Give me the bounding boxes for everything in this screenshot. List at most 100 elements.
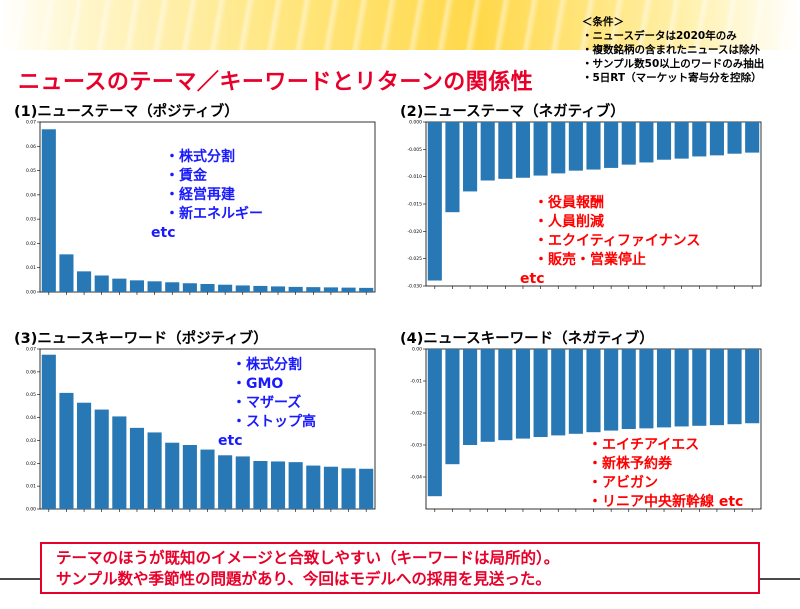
y-tick-label: 0.07 xyxy=(26,120,36,126)
keyword-item: ・リニア中央新幹線 etc xyxy=(588,494,744,510)
y-tick-label: 0.01 xyxy=(26,265,36,271)
bar xyxy=(94,409,109,509)
keywords-theme-positive: ・株式分割 ・賃金 ・経営再建 ・新エネルギー etc xyxy=(151,148,263,243)
bar xyxy=(59,392,74,509)
conditions-item: ・ニュースデータは2020年のみ xyxy=(582,30,737,42)
y-tick-label: -0.030 xyxy=(407,284,422,290)
bar xyxy=(639,349,654,429)
footer-divider xyxy=(760,578,800,580)
bar xyxy=(182,445,197,509)
keyword-item: ・株式分割 xyxy=(165,149,235,165)
panel-title-theme-negative: (2)ニューステーマ（ネガティブ） xyxy=(400,104,625,120)
bar xyxy=(235,285,250,292)
bar xyxy=(515,349,531,439)
bar xyxy=(359,468,374,509)
bar xyxy=(727,349,742,425)
bar xyxy=(129,280,145,292)
bar xyxy=(41,354,56,509)
bar xyxy=(77,402,92,509)
panel-title-keyword-positive: (3)ニュースキーワード（ポジティブ） xyxy=(14,331,268,347)
bar xyxy=(709,349,724,426)
keyword-item: ・新エネルギー xyxy=(165,206,263,222)
y-tick-label: -0.010 xyxy=(407,174,422,180)
chart-theme-negative: 0.000 -0.005 -0.010 -0.015 -0.020 -0.025 -0.03… xyxy=(407,120,762,290)
keyword-etc: etc xyxy=(218,433,243,449)
bar xyxy=(253,285,268,292)
bar xyxy=(288,286,303,292)
keywords-theme-negative: ・役員報酬 ・人員削減 ・エクイティファイナンス ・販売・営業停止 etc xyxy=(520,194,700,289)
panel-title-theme-positive: (1)ニューステーマ（ポジティブ） xyxy=(14,104,239,120)
bar xyxy=(112,416,127,509)
chart-theme-positive: 0.00 0.01 0.02 0.03 0.04 0.05 0.06 0.07 xyxy=(26,120,376,296)
bar xyxy=(147,432,162,509)
conditions-heading: ＜条件＞ xyxy=(582,16,624,28)
keyword-item: ・株式分割 xyxy=(232,357,302,373)
y-tick-label: 0.03 xyxy=(26,438,36,444)
bar xyxy=(498,349,513,441)
y-tick-label: 0.01 xyxy=(26,484,36,490)
bar xyxy=(306,465,321,509)
y-tick-label: 0.07 xyxy=(26,347,36,353)
keyword-item: ・役員報酬 xyxy=(534,195,604,211)
bar xyxy=(656,349,672,428)
bar xyxy=(692,349,707,426)
y-tick-label: 0.00 xyxy=(26,290,36,296)
bar xyxy=(77,271,92,292)
keyword-item: ・アビガン xyxy=(588,475,658,491)
keyword-item: ・新株予約券 xyxy=(588,456,672,472)
keywords-keyword-positive: ・株式分割 ・GMO ・マザーズ ・ストップ高 etc xyxy=(218,356,316,451)
conditions-item: ・複数銘柄の含まれたニュースは除外 xyxy=(582,44,760,56)
bar xyxy=(270,286,286,292)
keyword-item: ・販売・営業停止 xyxy=(534,252,646,268)
bar xyxy=(165,282,180,292)
bar xyxy=(200,449,215,509)
y-tick-label: -0.04 xyxy=(410,475,422,481)
bar xyxy=(288,462,303,509)
bar xyxy=(551,122,566,174)
bar xyxy=(621,349,636,429)
y-tick-label: 0.00 xyxy=(26,507,36,513)
bar xyxy=(41,129,56,292)
panel-title-keyword-negative: (4)ニュースキーワード（ネガティブ） xyxy=(400,331,654,347)
conditions-item: ・5日RT（マーケット寄与分を控除） xyxy=(582,72,762,84)
bar xyxy=(94,275,109,292)
bar xyxy=(621,122,636,165)
bar xyxy=(463,349,478,445)
y-tick-label: -0.020 xyxy=(407,229,422,235)
bar xyxy=(480,122,495,181)
y-tick-label: 0.000 xyxy=(409,120,422,126)
bar xyxy=(270,461,286,509)
bar xyxy=(218,284,233,292)
bar xyxy=(323,466,338,509)
y-tick-label: -0.02 xyxy=(410,411,422,417)
bar xyxy=(218,455,233,509)
bar xyxy=(323,287,338,292)
summary-box: テーマのほうが既知のイメージと合致しやすい（キーワードは局所的）。 サンプル数や… xyxy=(40,542,760,594)
bar xyxy=(463,122,478,192)
summary-line: テーマのほうが既知のイメージと合致しやすい（キーワードは局所的）。 xyxy=(56,549,560,567)
bar xyxy=(182,283,197,292)
bar xyxy=(709,122,724,156)
bar xyxy=(498,122,513,179)
bar xyxy=(341,287,356,292)
keyword-etc: etc xyxy=(520,271,545,287)
conditions-list: ・ニュースデータは2020年のみ ・複数銘柄の含まれたニュースは除外 ・サンプル… xyxy=(582,29,797,85)
header-banner-decoration xyxy=(0,0,800,50)
keyword-item: ・経営再建 xyxy=(165,187,235,203)
bar xyxy=(604,349,619,431)
bar xyxy=(586,122,601,170)
bar xyxy=(568,349,583,434)
y-tick-label: 0.05 xyxy=(26,392,36,398)
bar xyxy=(341,468,356,509)
keywords-keyword-negative: ・エイチアイエス ・新株予約券 ・アビガン ・リニア中央新幹線 etc xyxy=(588,436,743,512)
keyword-item: ・ストップ高 xyxy=(232,414,316,430)
bar xyxy=(639,122,654,163)
bar xyxy=(692,122,707,157)
y-tick-label: 0.05 xyxy=(26,168,36,174)
conditions-item: ・サンプル数50以上のワードのみ抽出 xyxy=(582,58,765,70)
y-tick-label: -0.01 xyxy=(410,379,422,385)
bar xyxy=(604,122,619,168)
bar xyxy=(674,122,689,159)
keyword-etc: etc xyxy=(151,225,176,241)
bar xyxy=(112,278,127,292)
